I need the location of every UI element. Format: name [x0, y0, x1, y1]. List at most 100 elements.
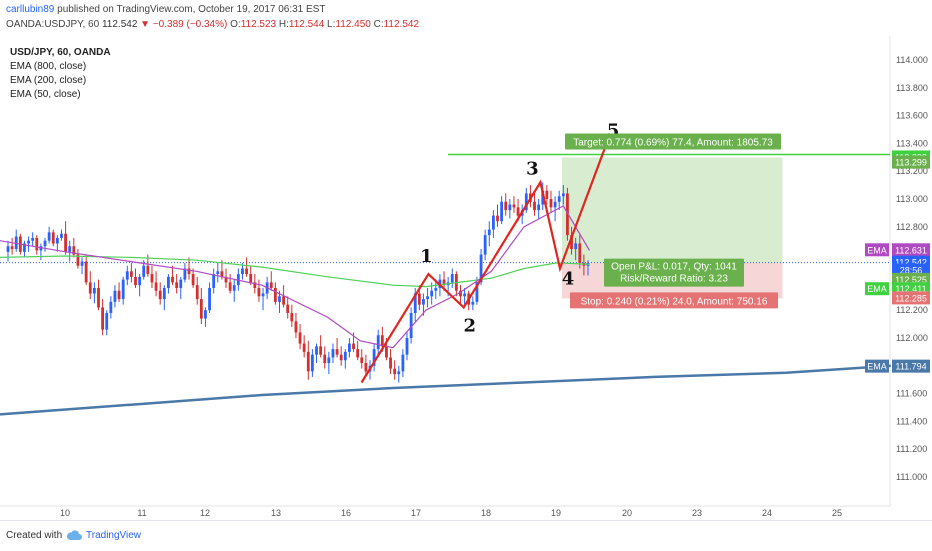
candle-body: [245, 268, 248, 275]
candle-body: [125, 271, 129, 280]
candle-body: [302, 343, 306, 352]
candle-body: [516, 207, 520, 216]
high-value: 112.544: [288, 19, 325, 30]
x-tick-label: 10: [60, 508, 70, 518]
candle-body: [253, 282, 257, 288]
candle-body: [220, 271, 224, 277]
candle-body: [142, 265, 146, 277]
candle-body: [84, 261, 88, 283]
candle-body: [27, 240, 30, 244]
candle-body: [442, 279, 446, 286]
price-axis-badge-text: 112.631: [895, 245, 927, 255]
candle-body: [352, 343, 355, 350]
candle-body: [76, 254, 80, 266]
y-tick-label: 112.200: [896, 305, 928, 315]
stop-label-box: [570, 292, 778, 309]
symbol-id: OANDA:USDJPY, 60: [6, 19, 102, 30]
candle-body: [6, 246, 10, 252]
candle-body: [409, 312, 413, 338]
candle-body: [483, 235, 487, 255]
target-label-text: Target: 0.774 (0.69%) 77.4, Amount: 1805…: [573, 137, 773, 148]
legend-ema-800[interactable]: EMA (800, close): [10, 61, 87, 72]
candle-body: [315, 346, 318, 355]
pnl-box: [604, 258, 744, 287]
header-bar: carllubin89 published on TradingView.com…: [0, 0, 932, 36]
x-tick-label: 25: [832, 508, 842, 518]
x-tick-label: 23: [692, 508, 702, 518]
candle-body: [331, 349, 335, 358]
ema-axis-tag-text: EMA: [867, 362, 887, 372]
x-tick-label: 24: [762, 508, 772, 518]
candle-body: [385, 346, 388, 358]
candle-body: [405, 338, 409, 355]
candle-body: [570, 235, 573, 250]
candle-body: [463, 293, 466, 297]
candle-body: [537, 204, 541, 211]
candle-body: [167, 276, 170, 288]
candle-body: [121, 279, 125, 300]
candle-body: [389, 357, 392, 369]
close-label: C:: [370, 19, 384, 30]
x-tick-label: 17: [411, 508, 421, 518]
candle-body: [319, 346, 323, 355]
candle-body: [413, 293, 417, 313]
price-axis-badge-text: 112.411: [895, 284, 926, 294]
candle-body: [88, 282, 92, 294]
legend-ema-50[interactable]: EMA (50, close): [10, 89, 81, 100]
open-value: 112.523: [240, 19, 277, 30]
stop-label-text: Stop: 0.240 (0.21%) 24.0, Amount: 750.16: [581, 296, 768, 307]
ema-200-line: [0, 255, 590, 288]
candle-body: [504, 201, 508, 211]
candle-body: [282, 296, 286, 305]
price-axis-badge-text: 111.794: [895, 362, 926, 372]
ema-axis-tag: [865, 282, 889, 296]
candle-body: [55, 237, 59, 244]
y-tick-label: 111.600: [896, 389, 927, 399]
candle-body: [195, 285, 199, 300]
y-tick-label: 112.000: [896, 333, 928, 343]
candle-body: [146, 265, 150, 275]
candle-body: [179, 279, 183, 288]
candle-body: [109, 301, 113, 313]
candle-body: [487, 229, 491, 236]
candle-body: [269, 282, 273, 288]
candle-body: [401, 354, 405, 372]
candle-body: [14, 236, 18, 250]
candle-body: [549, 199, 553, 208]
tradingview-brand-link[interactable]: TradingView: [86, 530, 142, 541]
candle-body: [261, 293, 265, 297]
candle-body: [496, 215, 499, 222]
candle-body: [43, 240, 47, 247]
candle-body: [92, 287, 96, 294]
y-tick-label: 113.800: [896, 83, 928, 93]
candle-body: [479, 254, 483, 283]
y-tick-label: 112.800: [896, 222, 928, 232]
price-chart[interactable]: 114.000 113.800 113.600 113.400 113.200 113.0…: [0, 36, 932, 520]
wave-label-2: 2: [463, 315, 476, 336]
candle-body: [343, 351, 347, 361]
candle-body: [35, 237, 39, 251]
candle-body: [348, 343, 351, 352]
open-label: O:: [227, 19, 241, 30]
candle-body: [323, 354, 327, 364]
x-tick-label: 19: [551, 508, 561, 518]
candle-body: [162, 287, 166, 300]
chart-legend: USD/JPY, 60, OANDA EMA (800, close) EMA …: [10, 46, 111, 102]
candle-body: [39, 246, 43, 251]
low-value: 112.450: [335, 19, 371, 30]
candle-body: [130, 271, 133, 277]
author-link[interactable]: carllubin89: [6, 4, 55, 15]
candle-body: [23, 243, 26, 252]
legend-ema-200[interactable]: EMA (200, close): [10, 75, 87, 86]
candle-body: [191, 274, 195, 286]
candle-body: [360, 357, 364, 364]
candle-body: [212, 274, 216, 288]
candle-body: [273, 287, 277, 302]
candle-body: [158, 290, 162, 300]
y-tick-label: 113.200: [896, 166, 928, 176]
candle-body: [208, 287, 211, 311]
candle-body: [306, 351, 310, 372]
candle-body: [10, 246, 14, 250]
candle-body: [545, 190, 549, 199]
price-axis-badge: [892, 291, 930, 305]
